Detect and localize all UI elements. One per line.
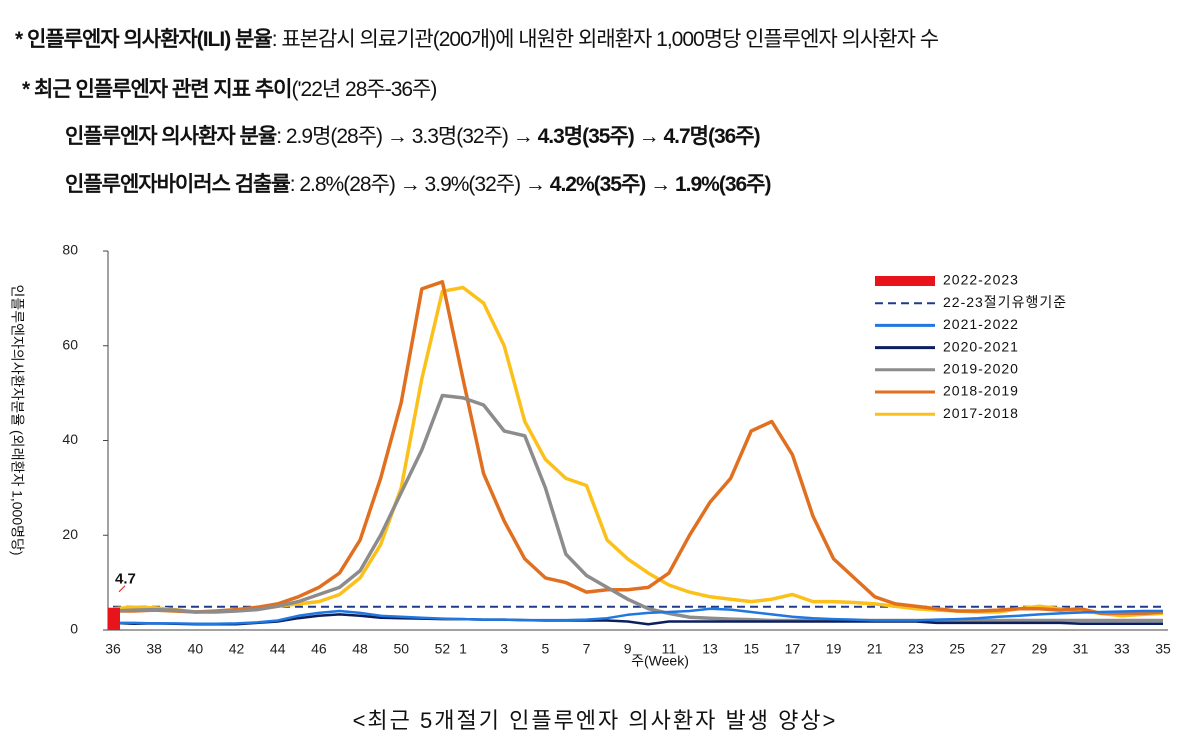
- x-tick-label: 1: [459, 641, 467, 657]
- x-tick-label: 17: [785, 641, 801, 657]
- x-tick-label: 48: [352, 641, 368, 657]
- y-tick-label: 60: [62, 336, 78, 352]
- legend-label: 2018-2019: [943, 383, 1019, 399]
- x-tick-label: 40: [188, 641, 204, 657]
- x-tick-label: 23: [908, 641, 924, 657]
- note-part: ('22년 28주-36주): [292, 78, 437, 101]
- note-part: : 2.8%(28주) → 3.9%(32주) →: [290, 173, 550, 196]
- legend-swatch: [875, 276, 935, 286]
- y-tick-label: 20: [62, 526, 78, 542]
- x-tick-label: 15: [743, 641, 759, 657]
- x-tick-label: 36: [105, 641, 121, 657]
- x-tick-label: 11: [662, 641, 677, 657]
- x-tick-label: 50: [393, 641, 409, 657]
- y-tick-label: 80: [62, 242, 78, 258]
- legend-label: 2017-2018: [943, 405, 1019, 421]
- note-part: 1.9%(36주): [675, 173, 771, 196]
- y-tick-label: 0: [70, 621, 78, 637]
- note-part: →: [645, 173, 675, 196]
- series-line: [112, 393, 1163, 623]
- note-line: 인플루엔자 의사환자 분율: 2.9명(28주) → 3.3명(32주) → 4…: [65, 125, 760, 148]
- y-axis-label: 인플루엔자의사환자분율 (외래환자 1,000명당): [9, 284, 25, 555]
- series-line: [112, 285, 1164, 618]
- legend-label: 2022-2023: [943, 272, 1019, 288]
- note-part: : 2.9명(28주) → 3.3명(32주) →: [276, 125, 537, 148]
- x-tick-label: 9: [624, 641, 632, 657]
- note-part: * 인플루엔자 의사환자(ILI) 분율: [15, 28, 272, 51]
- note-part: 인플루엔자 의사환자 분율: [65, 125, 277, 148]
- x-tick-label: 33: [1114, 641, 1130, 657]
- note-part: 4.3명(35주): [538, 125, 634, 148]
- x-axis-label: 주(Week): [631, 653, 689, 669]
- x-tick-label: 46: [311, 641, 327, 657]
- legend-label: 2021-2022: [943, 316, 1019, 332]
- x-tick-label: 7: [583, 641, 591, 657]
- series-line: [112, 613, 1163, 626]
- bar: [108, 607, 120, 630]
- x-tick-label: 52: [435, 641, 451, 657]
- x-tick-label: 19: [826, 641, 842, 657]
- note-line: 인플루엔자바이러스 검출률: 2.8%(28주) → 3.9%(32주) → 4…: [65, 173, 771, 196]
- note-line: * 인플루엔자 의사환자(ILI) 분율: 표본감시 의료기관(200개)에 내…: [15, 28, 939, 51]
- legend-label: 2020-2021: [943, 338, 1019, 354]
- x-tick-label: 31: [1073, 641, 1089, 657]
- x-tick-label: 21: [867, 641, 883, 657]
- series-line: [113, 607, 1163, 626]
- x-tick-label: 35: [1155, 641, 1171, 657]
- x-tick-label: 42: [229, 641, 245, 657]
- note-part: →: [634, 125, 664, 148]
- x-tick-label: 38: [146, 641, 162, 657]
- x-tick-label: 5: [541, 641, 549, 657]
- x-tick-label: 29: [1032, 641, 1048, 657]
- note-part: 인플루엔자바이러스 검출률: [65, 173, 290, 196]
- x-tick-label: 44: [270, 641, 286, 657]
- x-tick-label: 13: [702, 641, 718, 657]
- data-label: 4.7: [115, 571, 136, 588]
- legend-label: 2019-2020: [943, 361, 1019, 377]
- series-line: [113, 280, 1164, 616]
- note-part: : 표본감시 의료기관(200개)에 내원한 외래환자 1,000명당 인플루엔…: [272, 28, 939, 51]
- caption: <최근 5개절기 인플루엔자 의사환자 발생 양상>: [353, 708, 838, 733]
- note-part: 4.2%(35주): [550, 173, 646, 196]
- x-tick-label: 3: [500, 641, 508, 657]
- label-leader: [118, 585, 126, 593]
- legend-label: 22-23절기유행기준: [943, 294, 1067, 310]
- x-tick-label: 27: [991, 641, 1007, 657]
- x-tick-label: 25: [949, 641, 965, 657]
- note-line: * 최근 인플루엔자 관련 지표 추이('22년 28주-36주): [22, 78, 436, 101]
- y-tick-label: 40: [62, 431, 78, 447]
- note-part: 4.7명(36주): [663, 125, 759, 148]
- note-part: * 최근 인플루엔자 관련 지표 추이: [22, 78, 292, 101]
